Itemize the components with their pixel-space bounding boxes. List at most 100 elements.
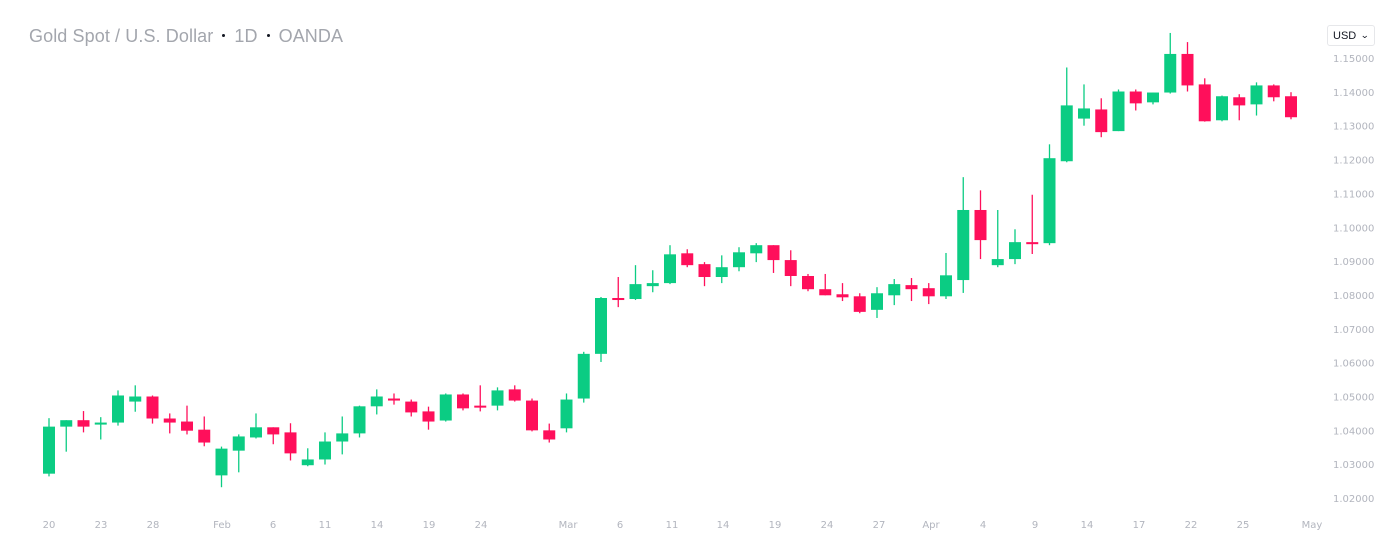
candle-body	[629, 284, 642, 300]
candle-body	[577, 353, 590, 399]
candle	[1198, 78, 1211, 122]
chevron-down-icon: ⌄	[1360, 30, 1370, 40]
candle	[353, 405, 366, 438]
candle	[1267, 84, 1280, 102]
candle-body	[1009, 242, 1021, 260]
interval-label: 1D	[234, 26, 258, 46]
time-tick-label: Mar	[559, 520, 579, 531]
candle	[922, 283, 935, 305]
candle-body	[405, 401, 418, 413]
candle-body	[146, 396, 159, 419]
time-tick-label: 9	[1032, 520, 1038, 531]
candle	[232, 434, 245, 473]
candle	[664, 245, 676, 285]
time-tick-label: 11	[666, 520, 679, 531]
candle	[1078, 84, 1090, 126]
candle-body	[1285, 96, 1297, 118]
candle-body	[1078, 108, 1090, 119]
candle-body	[129, 396, 142, 402]
candle	[957, 177, 970, 293]
candle-body	[1026, 242, 1039, 245]
time-axis[interactable]: 20 23 28 Feb 6 11 14 19 24 Mar 6 11 14 19 24 27 Apr 4 9 14 1…	[43, 520, 1323, 531]
candle-body	[871, 293, 883, 310]
candle-body	[698, 264, 711, 278]
candle-body	[474, 405, 487, 408]
candle-body	[1147, 92, 1159, 103]
candle-body	[1043, 158, 1056, 244]
candle-body	[336, 433, 349, 442]
candle	[1060, 67, 1073, 163]
source-label: OANDA	[278, 26, 344, 46]
candle	[388, 393, 400, 405]
candle	[1129, 89, 1142, 111]
time-tick-label: 14	[1081, 520, 1094, 531]
price-tick-label: 1.11000	[1333, 189, 1374, 200]
candle	[43, 418, 55, 477]
candle	[1233, 94, 1246, 121]
candle	[853, 293, 866, 314]
candle-body	[957, 209, 970, 281]
candle-body	[802, 275, 814, 290]
time-tick-label: May	[1302, 520, 1323, 531]
candle-body	[836, 294, 849, 298]
candle	[336, 416, 349, 455]
candle	[319, 432, 331, 465]
candle	[77, 411, 90, 433]
candle	[491, 387, 504, 411]
candle-body	[767, 245, 780, 261]
candle	[577, 351, 590, 403]
candle	[646, 270, 659, 293]
candle	[784, 250, 797, 287]
candle-body	[1198, 84, 1211, 122]
price-tick-label: 1.07000	[1333, 325, 1374, 336]
candle	[1095, 98, 1108, 138]
candle-body	[784, 260, 797, 276]
candle-body	[43, 426, 55, 474]
candle	[474, 385, 487, 412]
candle-body	[215, 448, 228, 476]
candle	[250, 413, 262, 439]
candle-body	[940, 275, 952, 297]
candle	[457, 393, 469, 411]
candle	[974, 190, 987, 260]
price-axis[interactable]: 1.15000 1.14000 1.13000 1.12000 1.11000 1.100…	[1333, 54, 1374, 505]
candle	[267, 427, 280, 445]
candle-body	[284, 432, 297, 454]
candle	[560, 393, 573, 433]
time-tick-label: 6	[270, 520, 276, 531]
time-tick-label: Apr	[922, 520, 940, 531]
symbol-name: Gold Spot / U.S. Dollar	[29, 26, 214, 46]
candle-body	[991, 259, 1004, 266]
time-tick-label: 19	[423, 520, 436, 531]
currency-selector[interactable]: USD ⌄	[1327, 25, 1375, 46]
candle-body	[1112, 91, 1125, 132]
candle-body	[232, 436, 245, 451]
time-tick-label: 6	[617, 520, 623, 531]
price-tick-label: 1.03000	[1333, 460, 1374, 471]
price-tick-label: 1.02000	[1333, 494, 1374, 505]
candle-body	[198, 429, 211, 443]
candle-body	[1095, 109, 1108, 133]
candle	[612, 277, 625, 308]
candle	[698, 262, 711, 287]
candle-body	[319, 441, 331, 460]
candle	[1026, 194, 1039, 254]
time-tick-label: 4	[980, 520, 986, 531]
candle	[1009, 229, 1021, 265]
price-tick-label: 1.08000	[1333, 291, 1374, 302]
time-tick-label: 14	[717, 520, 730, 531]
candle-body	[819, 289, 832, 296]
candle-body	[853, 296, 866, 312]
candle	[198, 416, 211, 447]
candle-body	[388, 398, 400, 401]
candle-body	[543, 430, 556, 440]
candle-body	[1164, 53, 1177, 93]
candle-body	[1267, 85, 1280, 98]
candle	[629, 265, 642, 301]
candle	[1216, 95, 1228, 122]
currency-value: USD	[1333, 29, 1357, 42]
time-tick-label: 19	[769, 520, 782, 531]
candle	[802, 273, 814, 292]
candle	[94, 417, 107, 440]
